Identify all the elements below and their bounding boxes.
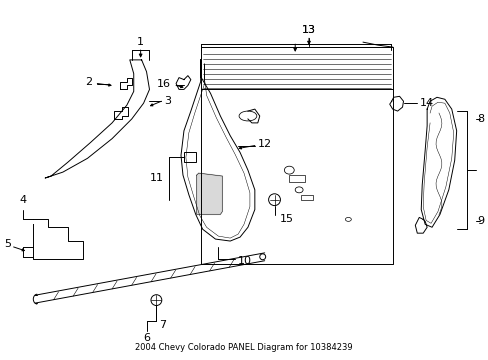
Text: 10: 10 bbox=[238, 256, 252, 266]
Bar bbox=[289, 175, 305, 182]
Text: 5: 5 bbox=[5, 239, 12, 249]
Text: 8: 8 bbox=[476, 114, 484, 124]
Text: 9: 9 bbox=[476, 216, 484, 226]
Text: 3: 3 bbox=[164, 96, 171, 106]
Text: 7: 7 bbox=[159, 320, 166, 330]
Text: 4: 4 bbox=[20, 195, 27, 205]
Polygon shape bbox=[196, 173, 222, 215]
Text: 2: 2 bbox=[85, 77, 92, 86]
Text: 11: 11 bbox=[150, 173, 164, 183]
Text: 6: 6 bbox=[143, 333, 150, 342]
Bar bbox=[301, 195, 312, 200]
Text: 1: 1 bbox=[137, 37, 144, 47]
Text: 12: 12 bbox=[257, 139, 271, 149]
Text: 2004 Chevy Colorado PANEL Diagram for 10384239: 2004 Chevy Colorado PANEL Diagram for 10… bbox=[135, 343, 352, 352]
Text: 14: 14 bbox=[419, 98, 433, 108]
Text: 16: 16 bbox=[157, 78, 171, 89]
Text: 13: 13 bbox=[302, 25, 315, 35]
Text: 15: 15 bbox=[279, 215, 293, 224]
Text: 13: 13 bbox=[302, 25, 315, 35]
Bar bbox=[183, 152, 195, 162]
